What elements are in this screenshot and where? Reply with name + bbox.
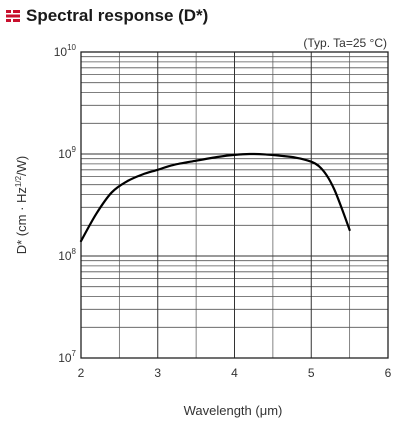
y-tick-label: 1010 xyxy=(54,43,77,59)
y-tick-label: 109 xyxy=(58,145,76,161)
chart-title: Spectral response (D*) xyxy=(26,6,209,25)
x-tick-label: 6 xyxy=(385,366,392,380)
x-tick-label: 2 xyxy=(78,366,85,380)
y-tick-base: 10 xyxy=(58,249,72,263)
chart-title-row: Spectral response (D*) xyxy=(6,4,208,28)
measurement-condition-note: (Typ. Ta=25 °C) xyxy=(303,36,387,50)
y-tick-exponent: 8 xyxy=(72,247,77,256)
data-point xyxy=(310,161,312,163)
y-tick-label: 107 xyxy=(58,349,76,365)
y-tick-base: 10 xyxy=(58,147,72,161)
y-tick-base: 10 xyxy=(54,45,68,59)
y-tick-exponent: 9 xyxy=(72,145,77,154)
y-axis-label-main: D* (cm · Hz xyxy=(14,187,29,254)
y-tick-exponent: 10 xyxy=(67,43,76,52)
data-point xyxy=(349,229,351,231)
data-point xyxy=(218,156,220,158)
data-point xyxy=(157,169,159,171)
x-tick-label: 3 xyxy=(154,366,161,380)
data-point xyxy=(80,240,82,242)
y-tick-base: 10 xyxy=(58,351,72,365)
x-tick-label: 4 xyxy=(231,366,238,380)
data-point xyxy=(195,160,197,162)
data-point xyxy=(249,153,251,155)
data-point xyxy=(295,157,297,159)
major-grid xyxy=(80,52,389,359)
d-star-curve xyxy=(79,152,351,243)
x-tick-labels: 2 3 4 5 6 xyxy=(78,366,392,380)
y-axis-label-exponent: 1/2 xyxy=(14,175,23,187)
data-point xyxy=(326,174,328,176)
y-axis-label: D* (cm · Hz1/2/W) xyxy=(14,156,29,255)
x-tick-label: 5 xyxy=(308,366,315,380)
data-point xyxy=(318,165,320,167)
red-bar-bullet-icon xyxy=(6,10,20,22)
data-point xyxy=(111,191,113,193)
data-point xyxy=(234,154,236,156)
data-point xyxy=(172,164,174,166)
y-axis-label-unit: /W) xyxy=(14,156,29,176)
data-point xyxy=(341,208,343,210)
y-tick-label: 108 xyxy=(58,247,76,263)
data-point xyxy=(264,153,266,155)
data-point xyxy=(126,180,128,182)
data-point xyxy=(333,188,335,190)
data-points xyxy=(80,153,351,242)
data-point xyxy=(280,155,282,157)
plot-frame xyxy=(80,51,389,359)
data-point xyxy=(95,213,97,215)
x-axis-label: Wavelength (μm) xyxy=(184,403,283,418)
data-point xyxy=(141,173,143,175)
y-tick-exponent: 7 xyxy=(72,349,77,358)
